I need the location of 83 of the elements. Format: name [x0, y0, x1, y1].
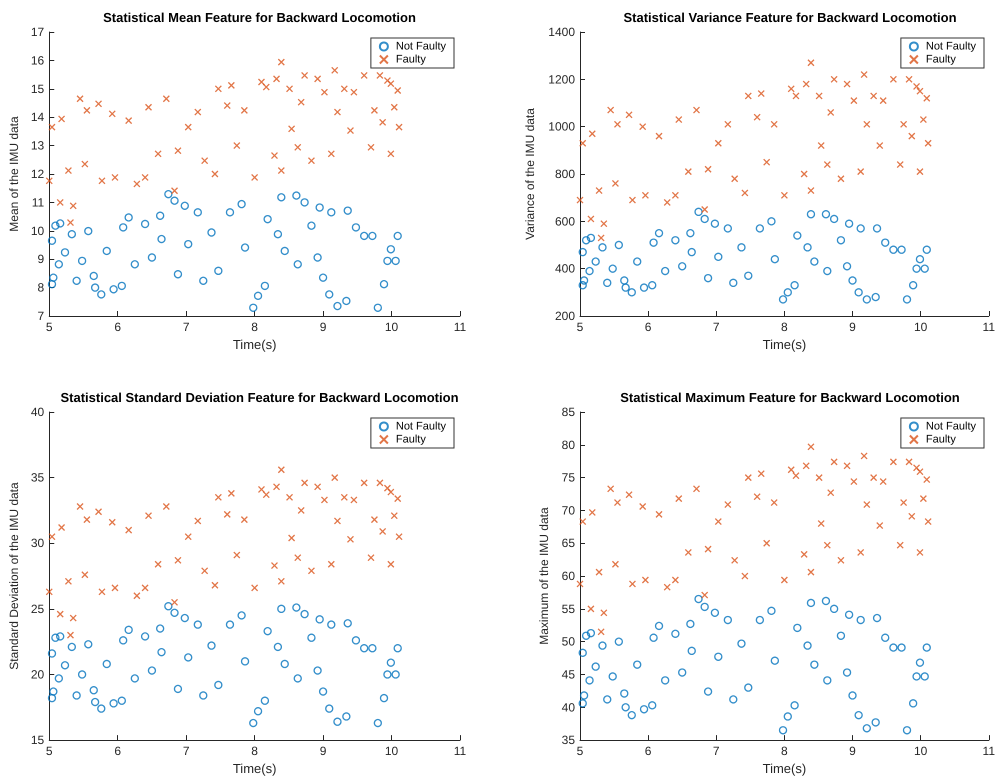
x-tick-label: 11 — [454, 320, 467, 334]
x-axis-title: Time(s) — [232, 761, 276, 776]
x-tick-label: 10 — [914, 320, 928, 334]
x-tick-label: 8 — [781, 320, 788, 334]
x-axis-title: Time(s) — [232, 336, 276, 352]
chart-title: Statistical Variance Feature for Backward Locomotion — [623, 10, 957, 25]
y-axis-title: Maximum of the IMU data — [537, 507, 551, 645]
y-tick-label: 1400 — [548, 25, 576, 39]
legend-label: Not Faulty — [396, 420, 446, 432]
legend-label: Faulty — [926, 434, 956, 446]
x-tick-label: 7 — [712, 320, 720, 334]
legend-label: Not Faulty — [926, 40, 976, 52]
legend-label: Faulty — [396, 54, 426, 66]
x-tick-label: 7 — [712, 744, 720, 758]
chart-title: Statistical Mean Feature for Backward Locomotion — [103, 10, 416, 25]
x-axis-title: Time(s) — [762, 336, 806, 352]
legend-label: Faulty — [396, 434, 426, 446]
y-tick-label: 75 — [562, 470, 576, 485]
y-tick-label: 16 — [30, 53, 45, 68]
x-tick-label: 6 — [644, 744, 652, 758]
x-tick-label: 8 — [251, 320, 258, 334]
y-tick-label: 10 — [30, 224, 45, 238]
x-tick-label: 6 — [114, 744, 122, 758]
y-tick-label: 9 — [38, 252, 45, 266]
legend-label: Not Faulty — [926, 420, 976, 432]
x-tick-label: 9 — [320, 320, 327, 334]
y-tick-label: 15 — [30, 82, 45, 96]
chart-title: Statistical Maximum Feature for Backward Locomotion — [620, 390, 960, 405]
x-tick-label: 10 — [384, 320, 399, 334]
x-tick-label: 10 — [384, 744, 399, 758]
x-tick-label: 11 — [982, 320, 996, 334]
y-tick-label: 40 — [562, 700, 576, 714]
y-tick-label: 7 — [38, 309, 45, 323]
legend-label: Not Faulty — [396, 40, 446, 52]
y-axis-title: Mean of the IMU data — [7, 116, 21, 232]
x-tick-label: 9 — [849, 320, 856, 334]
y-axis-title: Variance of the IMU data — [523, 108, 537, 240]
y-tick-label: 1000 — [548, 120, 576, 134]
x-tick-label: 9 — [849, 744, 856, 758]
x-tick-label: 5 — [46, 744, 53, 758]
x-tick-label: 8 — [251, 744, 258, 758]
x-tick-label: 5 — [576, 320, 584, 334]
x-tick-label: 10 — [914, 744, 928, 758]
y-tick-label: 13 — [30, 138, 45, 153]
x-tick-label: 6 — [114, 320, 122, 334]
y-tick-label: 15 — [30, 733, 45, 748]
x-tick-label: 11 — [982, 744, 996, 758]
y-tick-label: 65 — [562, 536, 576, 550]
y-tick-label: 40 — [30, 405, 45, 419]
x-tick-label: 9 — [320, 744, 327, 758]
y-tick-label: 17 — [30, 25, 45, 39]
x-tick-label: 5 — [576, 744, 584, 758]
y-tick-label: 55 — [562, 602, 576, 616]
y-tick-label: 50 — [562, 634, 576, 649]
y-tick-label: 85 — [562, 405, 576, 419]
x-tick-label: 11 — [454, 744, 467, 758]
y-tick-label: 30 — [30, 536, 45, 550]
y-tick-label: 60 — [562, 569, 576, 584]
y-tick-label: 400 — [554, 262, 576, 276]
y-tick-label: 800 — [554, 167, 576, 181]
y-tick-label: 8 — [38, 280, 45, 295]
y-tick-label: 14 — [30, 110, 45, 124]
y-tick-label: 45 — [562, 667, 576, 682]
x-tick-label: 6 — [644, 320, 652, 334]
y-tick-label: 80 — [562, 438, 576, 452]
y-tick-label: 12 — [30, 167, 45, 181]
legend-label: Faulty — [926, 54, 956, 66]
x-tick-label: 8 — [781, 744, 788, 758]
y-tick-label: 200 — [554, 309, 576, 323]
chart-title: Statistical Standard Deviation Feature for Backward Locomotion — [60, 390, 459, 405]
y-tick-label: 70 — [562, 503, 576, 518]
x-tick-label: 7 — [182, 320, 190, 334]
y-axis-title: Standard Deviation of the IMU data — [7, 482, 21, 670]
y-tick-label: 600 — [554, 214, 576, 228]
y-tick-label: 35 — [30, 470, 45, 485]
y-tick-label: 11 — [32, 195, 45, 210]
x-tick-label: 5 — [46, 320, 53, 334]
y-tick-label: 20 — [30, 667, 45, 682]
x-tick-label: 7 — [182, 744, 190, 758]
y-tick-label: 25 — [30, 602, 45, 616]
y-tick-label: 1200 — [548, 72, 576, 86]
y-tick-label: 35 — [562, 733, 576, 748]
x-axis-title: Time(s) — [762, 761, 806, 776]
